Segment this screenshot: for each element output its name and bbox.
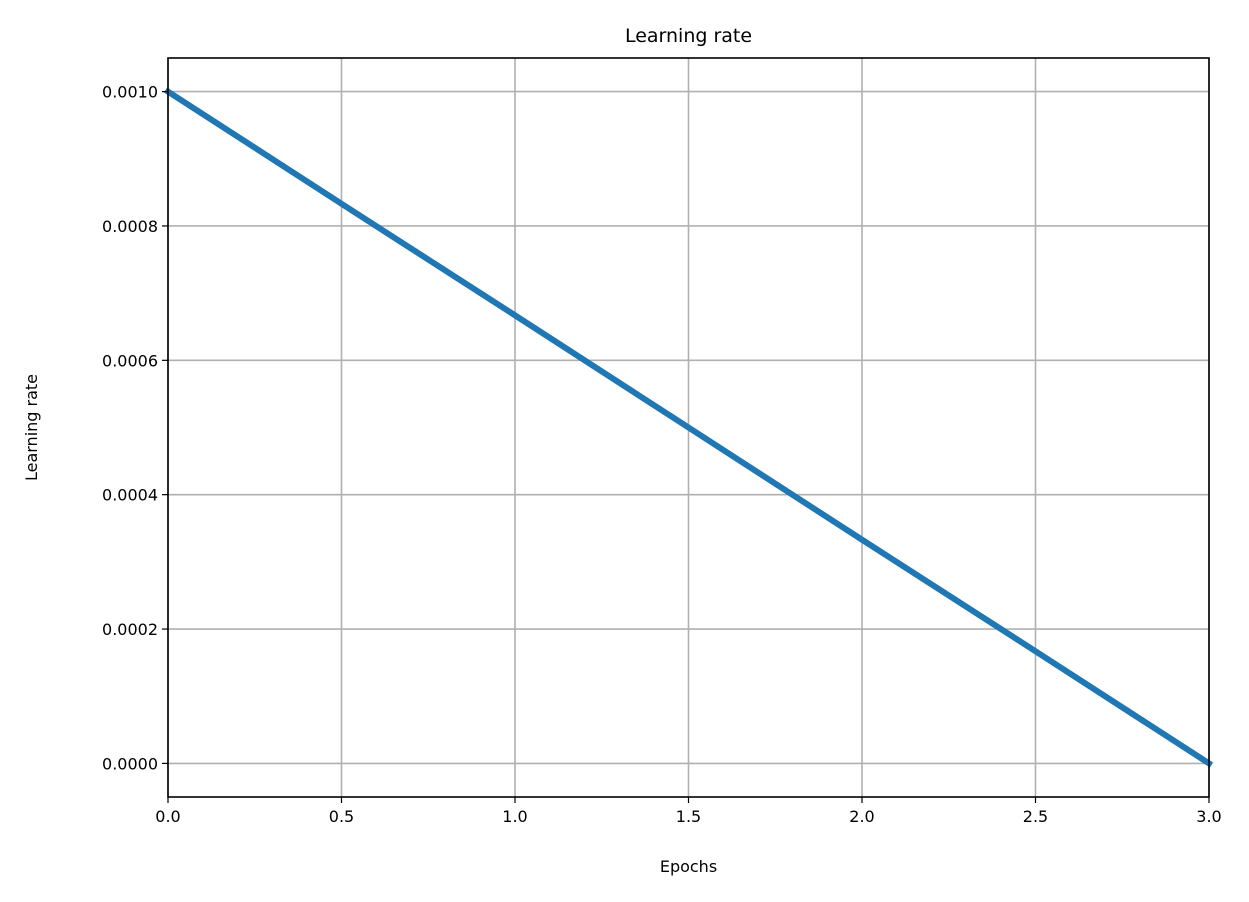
x-tick-label: 2.0 [849, 807, 874, 826]
x-tick-label: 0.0 [155, 807, 180, 826]
chart-title: Learning rate [625, 25, 752, 47]
x-tick-label: 1.5 [676, 807, 701, 826]
grid [167, 58, 1210, 797]
y-tick-label: 0.0010 [102, 83, 158, 102]
series-line [163, 87, 1214, 768]
y-tick-label: 0.0006 [102, 351, 158, 370]
x-tick-label: 1.0 [502, 807, 527, 826]
y-axis-label: Learning rate [22, 374, 41, 481]
y-tick-label: 0.0000 [102, 754, 158, 773]
x-axis-ticks: 0.0 0.5 1.0 1.5 2.0 2.5 3.0 [155, 797, 1222, 826]
y-tick-label: 0.0004 [102, 486, 158, 505]
x-tick-label: 2.5 [1023, 807, 1048, 826]
x-axis-label: Epochs [660, 857, 717, 876]
series-layer [163, 87, 1214, 768]
y-axis-ticks: 0.0000 0.0002 0.0004 0.0006 0.0008 0.0010 [102, 83, 168, 773]
y-tick-label: 0.0002 [102, 620, 158, 639]
x-tick-label: 3.0 [1196, 807, 1221, 826]
x-tick-label: 0.5 [329, 807, 354, 826]
y-tick-label: 0.0008 [102, 217, 158, 236]
